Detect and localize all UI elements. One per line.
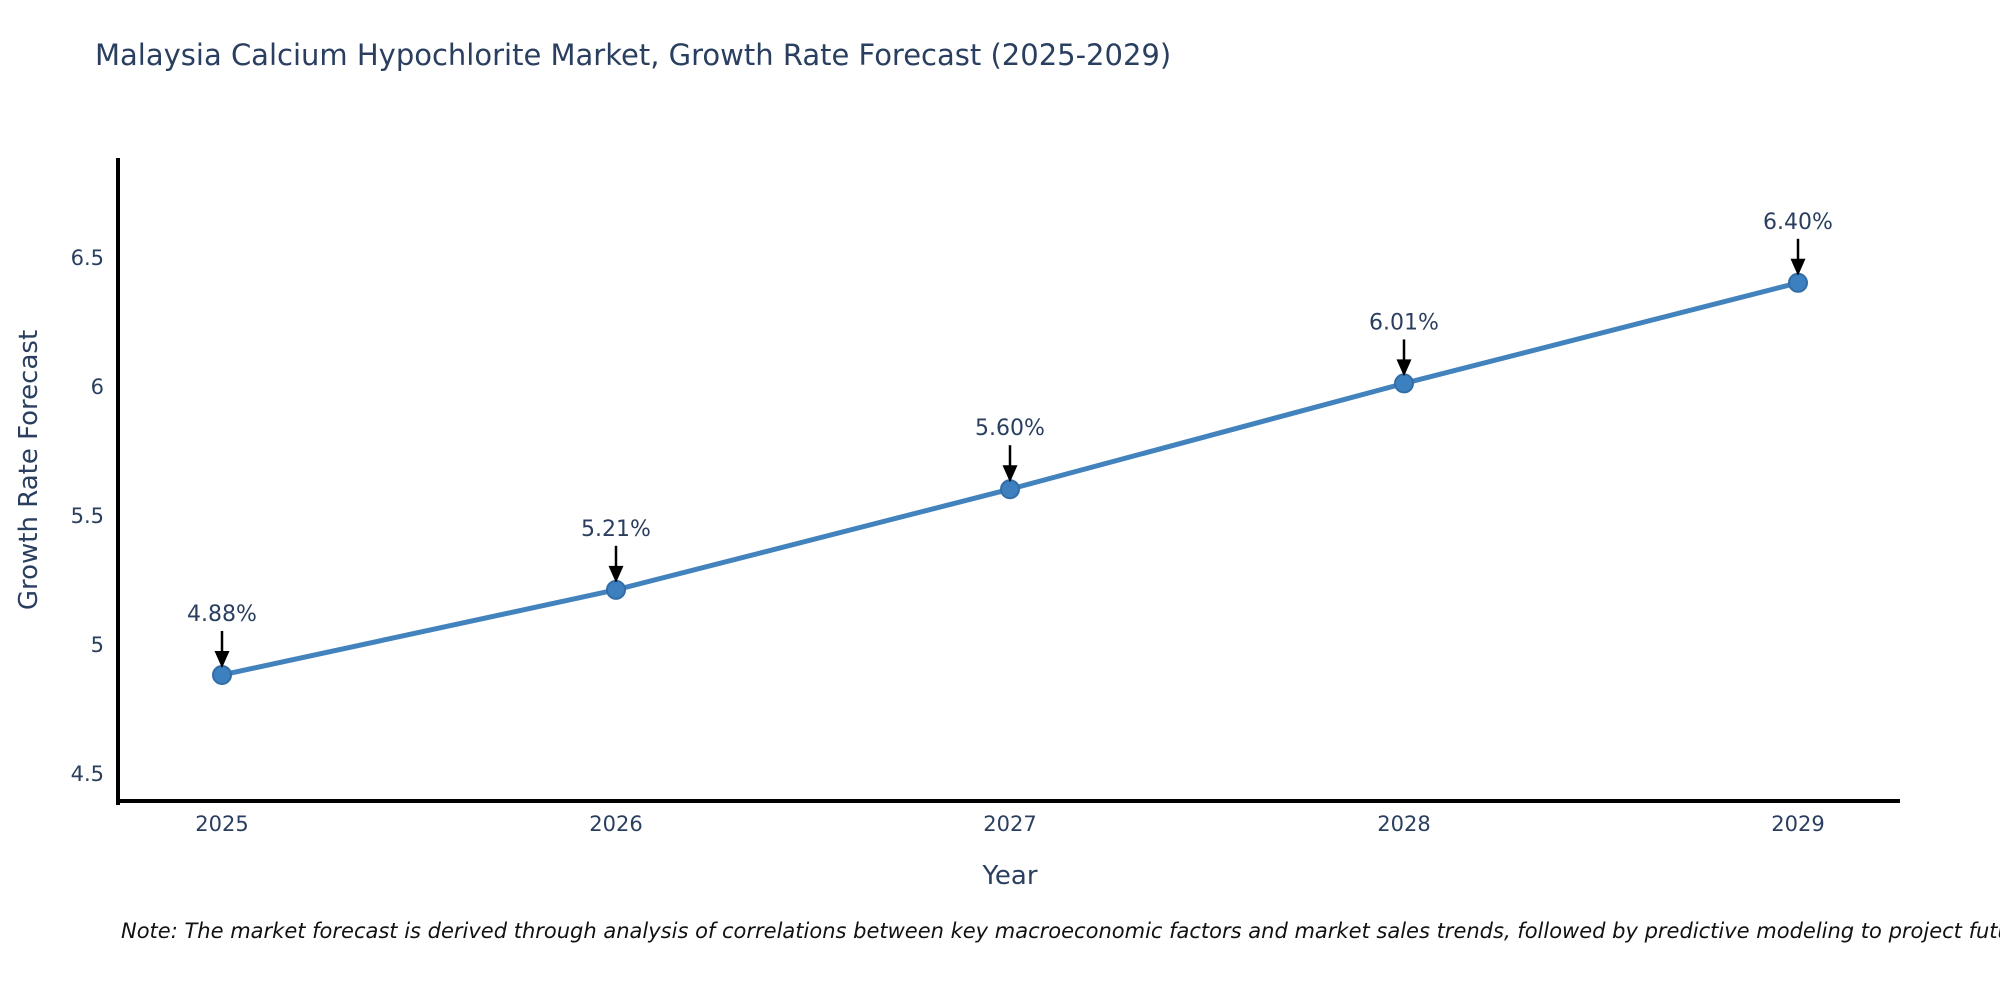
- x-tick-label: 2026: [589, 812, 642, 836]
- x-tick-label: 2029: [1771, 812, 1824, 836]
- y-tick-label: 5: [91, 633, 104, 657]
- annotation-arrow-head: [1790, 258, 1806, 276]
- x-axis-title: Year: [982, 861, 1038, 891]
- y-tick-label: 4.5: [71, 762, 104, 786]
- y-tick-label: 6.5: [71, 246, 104, 270]
- data-point-marker: [212, 664, 232, 685]
- data-point-marker: [606, 579, 626, 600]
- x-tick-label: 2025: [195, 812, 248, 836]
- data-point-label: 6.01%: [1369, 310, 1439, 335]
- y-tick-label: 6: [91, 375, 104, 399]
- data-point-label: 4.88%: [187, 602, 257, 627]
- data-point-marker: [1394, 373, 1414, 394]
- x-tick-label: 2028: [1377, 812, 1430, 836]
- y-axis-title: Growth Rate Forecast: [14, 329, 44, 611]
- annotation-arrow-head: [608, 565, 624, 583]
- data-point-label: 5.60%: [975, 416, 1045, 441]
- data-point-marker: [1000, 479, 1020, 500]
- chart-title: Malaysia Calcium Hypochlorite Market, Gr…: [95, 38, 1172, 72]
- annotation-arrow-head: [1002, 465, 1018, 483]
- y-tick-label: 5.5: [71, 504, 104, 528]
- chart-footnote: Note: The market forecast is derived thr…: [121, 919, 2000, 943]
- data-point-label: 5.21%: [581, 517, 651, 542]
- annotation-arrow-head: [214, 650, 230, 668]
- data-point-marker: [1788, 272, 1808, 293]
- data-point-label: 6.40%: [1763, 210, 1833, 235]
- annotation-arrow-head: [1396, 359, 1412, 377]
- x-tick-label: 2027: [983, 812, 1036, 836]
